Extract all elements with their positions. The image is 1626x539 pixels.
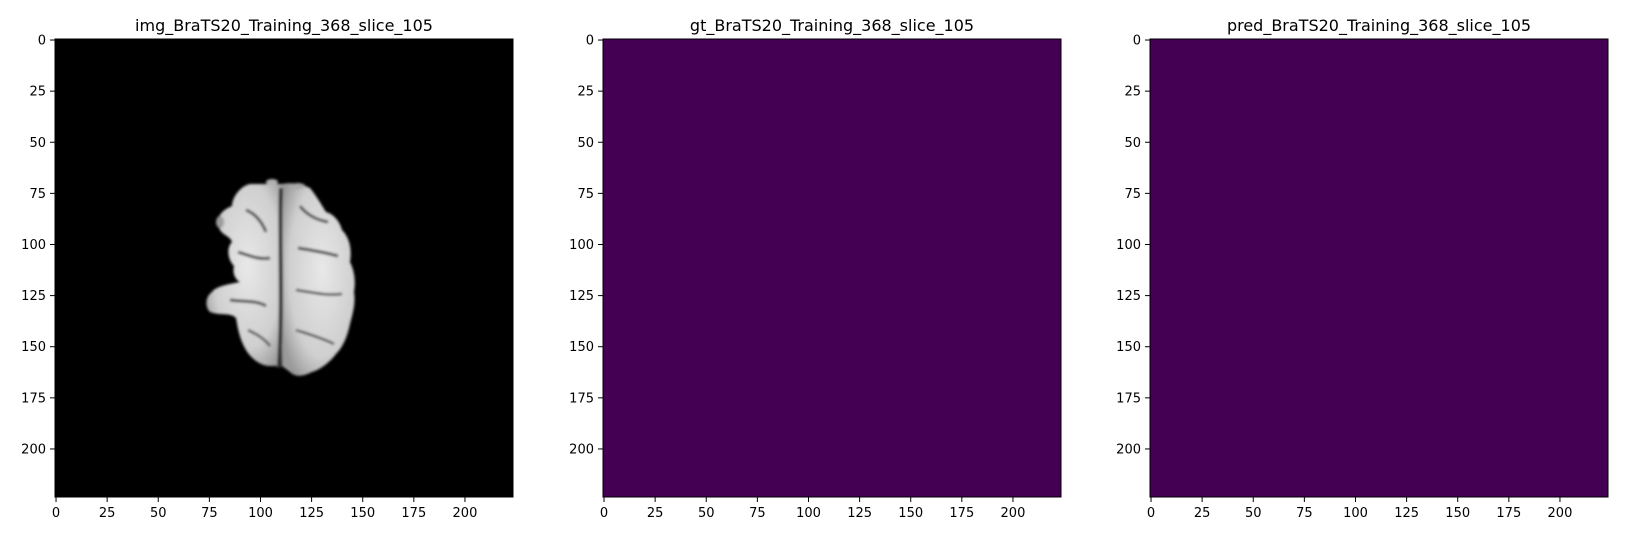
sulcus xyxy=(298,205,329,224)
tissue-fragment xyxy=(216,216,224,228)
y-tick-label: 25 xyxy=(1124,85,1141,100)
panel-prediction: pred_BraTS20_Training_368_slice_105 0 25 5… xyxy=(1116,16,1609,521)
x-tick-label: 25 xyxy=(99,506,116,521)
y-tick-label: 100 xyxy=(569,238,594,253)
y-tick-label: 25 xyxy=(577,85,594,100)
x-tick-label: 75 xyxy=(749,506,766,521)
axis-ticks: 0 25 50 75 100 125 150 175 200 0 25 50 75 100 125 150 17… xyxy=(21,34,477,521)
x-tick-label: 100 xyxy=(248,506,273,521)
x-tick-label: 75 xyxy=(1296,506,1313,521)
x-tick-label: 0 xyxy=(1147,506,1155,521)
y-tick-label: 175 xyxy=(21,391,46,406)
tissue-fragment xyxy=(266,179,278,185)
x-tick-label: 125 xyxy=(1394,506,1419,521)
y-tick-label: 125 xyxy=(21,289,46,304)
x-tick-label: 200 xyxy=(1548,506,1573,521)
tissue-fragment xyxy=(291,183,305,189)
sulcus xyxy=(297,246,339,258)
x-tick-label: 200 xyxy=(453,506,478,521)
x-tick-label: 150 xyxy=(1445,506,1470,521)
sulcus xyxy=(295,288,343,296)
y-tick-label: 200 xyxy=(569,442,594,457)
axis-ticks: 0 25 50 75 100 125 150 175 200 0 25 50 75 100 125 150 17… xyxy=(569,34,1025,521)
y-tick-label: 150 xyxy=(21,340,46,355)
axis-ticks: 0 25 50 75 100 125 150 175 200 0 25 50 75 100 125 150 17… xyxy=(1116,34,1572,521)
mask-area xyxy=(603,39,1061,497)
axes-frame xyxy=(602,38,1062,498)
left-hemisphere xyxy=(206,184,282,366)
mask-area xyxy=(1150,39,1608,497)
y-tick-label: 100 xyxy=(21,238,46,253)
brain-scan xyxy=(206,179,355,376)
y-tick-label: 125 xyxy=(569,289,594,304)
x-tick-label: 125 xyxy=(847,506,872,521)
y-tick-label: 50 xyxy=(29,136,46,151)
x-tick-label: 50 xyxy=(150,506,167,521)
y-tick-label: 0 xyxy=(1133,34,1141,49)
x-tick-label: 75 xyxy=(201,506,218,521)
sulcus xyxy=(245,208,268,233)
y-tick-label: 175 xyxy=(1116,391,1141,406)
x-tick-label: 0 xyxy=(52,506,60,521)
x-tick-label: 125 xyxy=(299,506,324,521)
panel-image: img_BraTS20_Training_368_slice_105 0 25 50… xyxy=(21,16,514,521)
x-tick-label: 175 xyxy=(401,506,426,521)
y-tick-label: 200 xyxy=(21,442,46,457)
x-tick-label: 150 xyxy=(898,506,923,521)
panel-title: gt_BraTS20_Training_368_slice_105 xyxy=(690,16,974,36)
x-tick-label: 25 xyxy=(647,506,664,521)
x-tick-label: 0 xyxy=(600,506,608,521)
y-tick-label: 150 xyxy=(569,340,594,355)
panel-title: pred_BraTS20_Training_368_slice_105 xyxy=(1227,16,1531,36)
x-tick-label: 175 xyxy=(949,506,974,521)
sulcus xyxy=(237,250,271,260)
sulcus xyxy=(247,328,271,347)
panel-ground-truth: gt_BraTS20_Training_368_slice_105 0 25 50 7… xyxy=(569,16,1062,521)
panel-title: img_BraTS20_Training_368_slice_105 xyxy=(135,16,433,36)
midline-fissure xyxy=(277,187,283,369)
x-tick-label: 175 xyxy=(1496,506,1521,521)
x-tick-label: 100 xyxy=(1343,506,1368,521)
sulcus xyxy=(295,328,335,346)
y-tick-label: 175 xyxy=(569,391,594,406)
right-hemisphere xyxy=(282,183,355,376)
x-tick-label: 100 xyxy=(796,506,821,521)
y-tick-label: 50 xyxy=(577,136,594,151)
sulcus xyxy=(229,298,267,308)
y-tick-label: 25 xyxy=(29,85,46,100)
y-tick-label: 75 xyxy=(577,187,594,202)
y-tick-label: 0 xyxy=(38,34,46,49)
y-tick-label: 75 xyxy=(1124,187,1141,202)
y-tick-label: 125 xyxy=(1116,289,1141,304)
x-tick-label: 50 xyxy=(1245,506,1262,521)
y-tick-label: 0 xyxy=(586,34,594,49)
x-tick-label: 50 xyxy=(698,506,715,521)
x-tick-label: 150 xyxy=(350,506,375,521)
axes-frame xyxy=(54,38,514,498)
x-tick-label: 25 xyxy=(1194,506,1211,521)
y-tick-label: 200 xyxy=(1116,442,1141,457)
y-tick-label: 150 xyxy=(1116,340,1141,355)
y-tick-label: 75 xyxy=(29,187,46,202)
y-tick-label: 50 xyxy=(1124,136,1141,151)
axes-frame xyxy=(1149,38,1609,498)
y-tick-label: 100 xyxy=(1116,238,1141,253)
x-tick-label: 200 xyxy=(1001,506,1026,521)
